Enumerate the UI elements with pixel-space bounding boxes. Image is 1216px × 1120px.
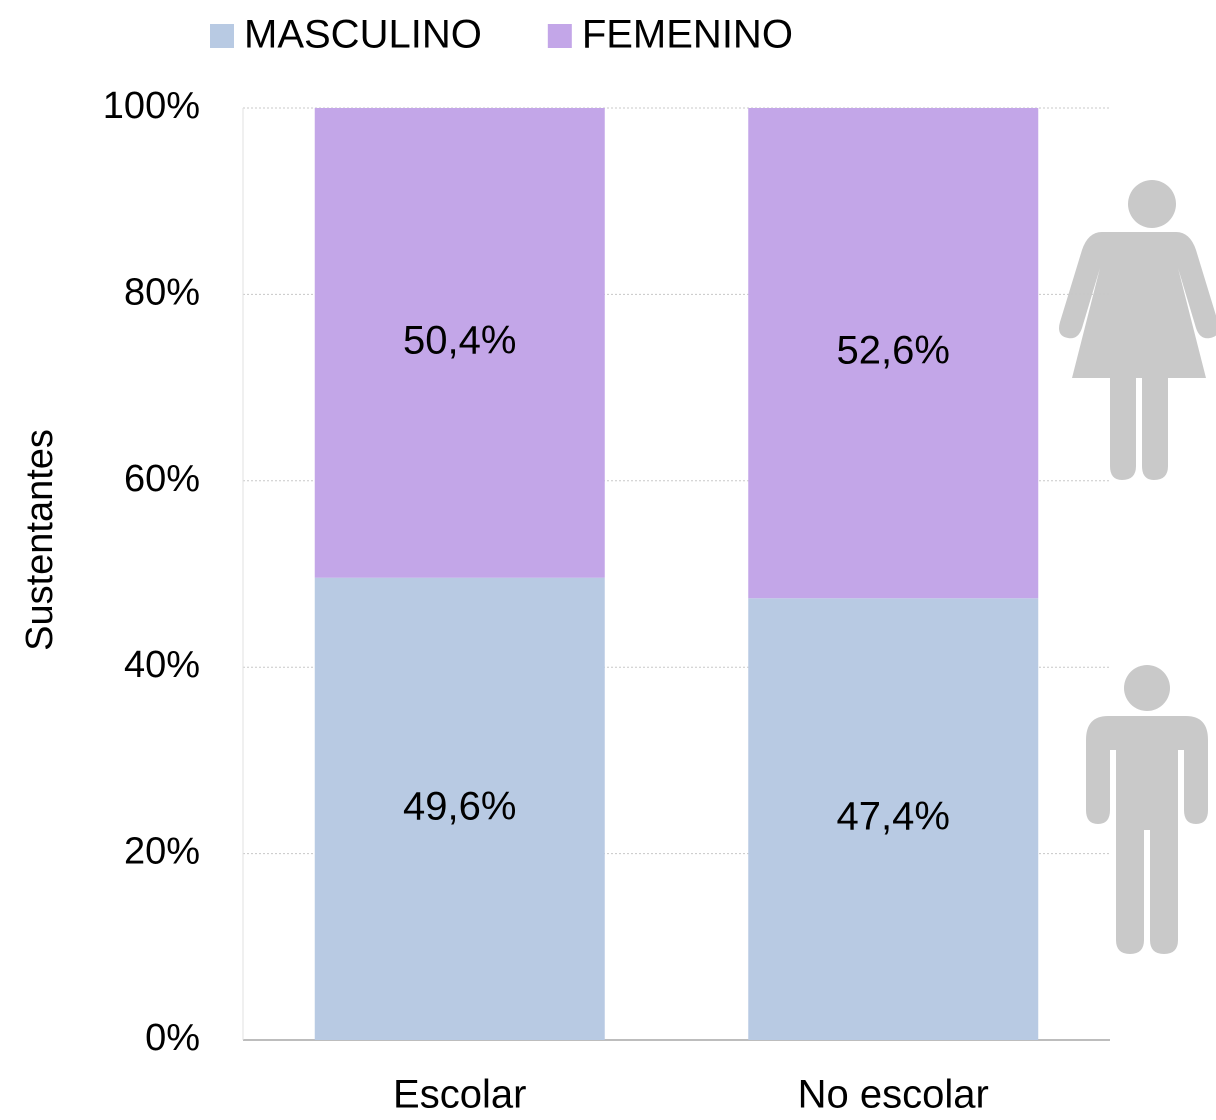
man-icon [1086, 716, 1208, 954]
bar-segment [748, 598, 1039, 1040]
y-tick-label: 60% [124, 458, 200, 500]
bar-segment [748, 108, 1039, 599]
y-tick-label: 20% [124, 831, 200, 873]
legend-swatch [547, 24, 572, 48]
man-head [1124, 665, 1170, 711]
y-axis-label: Sustentantes [19, 429, 61, 651]
y-tick-label: 0% [145, 1017, 200, 1059]
y-tick-label: 40% [124, 644, 200, 686]
bar-segment [314, 108, 605, 578]
x-tick-label: No escolar [798, 1073, 989, 1117]
data-label: 49,6% [403, 784, 516, 828]
data-label: 52,6% [837, 329, 950, 373]
legend-label: MASCULINO [244, 13, 482, 57]
bar-segment [314, 577, 605, 1040]
woman-icon [1059, 232, 1216, 480]
woman-head [1128, 180, 1176, 228]
data-label: 50,4% [403, 318, 516, 362]
data-label: 47,4% [837, 795, 950, 839]
legend-swatch [210, 24, 234, 48]
y-tick-label: 100% [103, 85, 200, 127]
decor-icons [1059, 180, 1216, 954]
x-tick-label: Escolar [393, 1073, 526, 1117]
legend-label: FEMENINO [582, 13, 793, 57]
y-tick-label: 80% [124, 271, 200, 313]
